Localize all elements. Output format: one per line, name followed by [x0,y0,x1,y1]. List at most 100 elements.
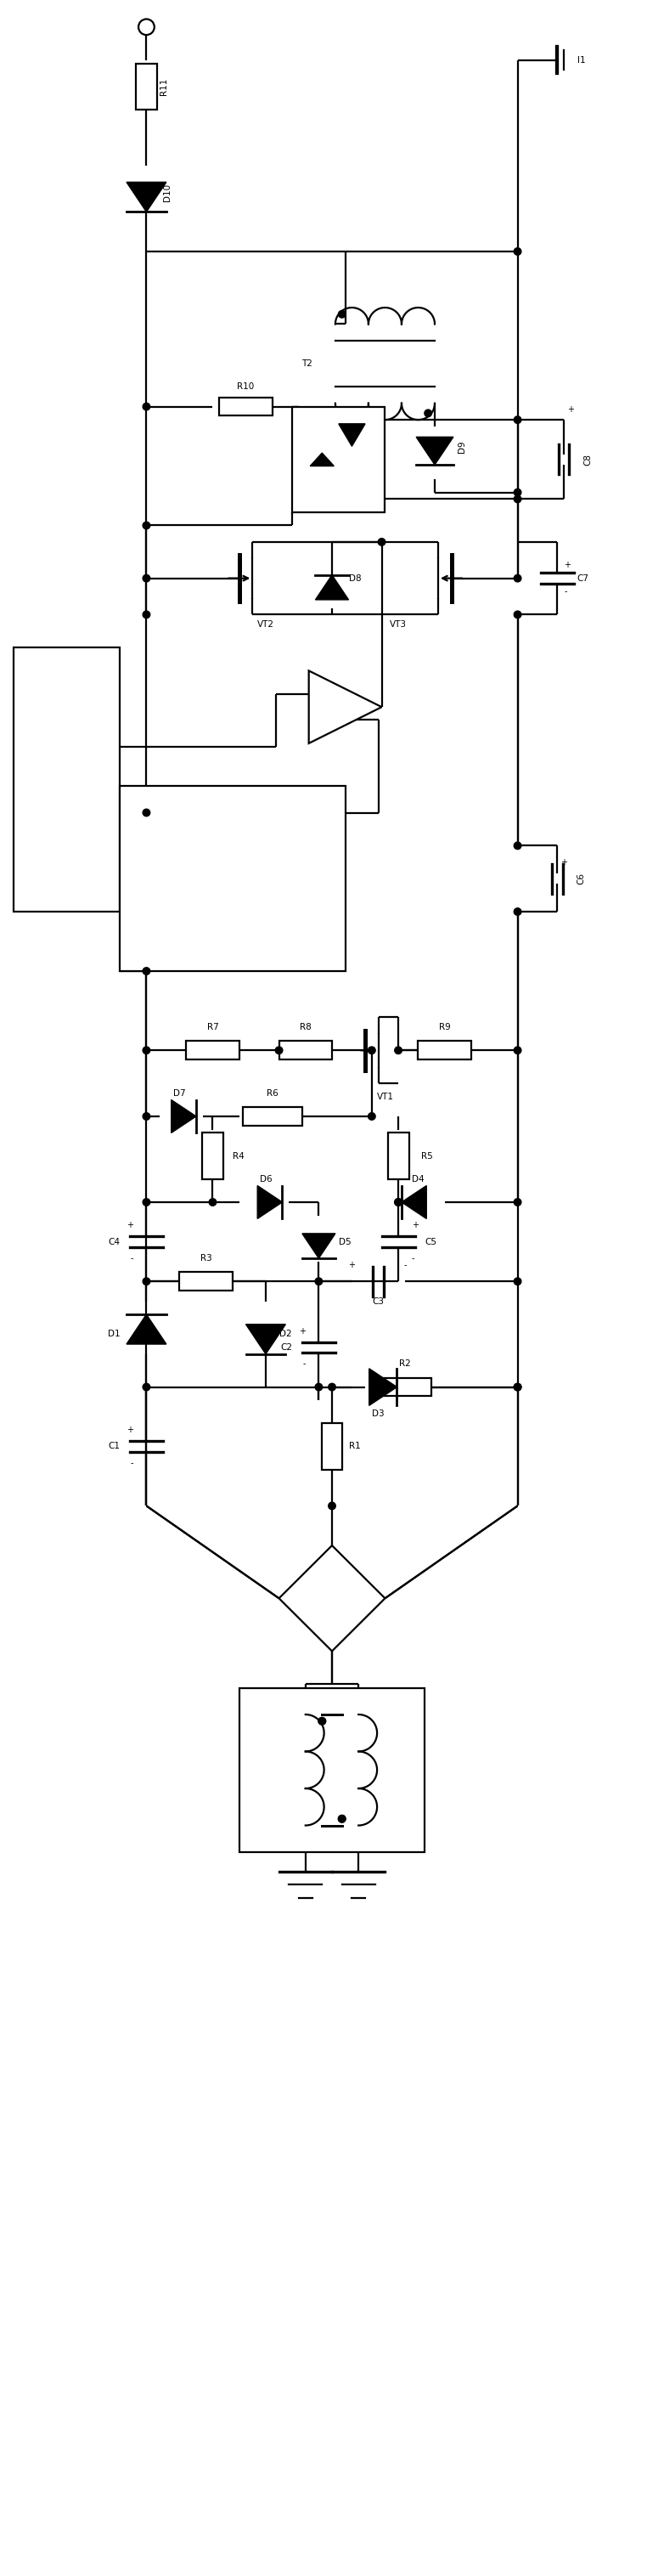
Text: R6: R6 [266,1090,278,1097]
Text: D5: D5 [339,1236,351,1247]
Circle shape [338,1816,345,1821]
Text: +: + [126,1425,133,1435]
Circle shape [143,402,150,410]
Polygon shape [310,453,334,466]
Circle shape [139,18,154,36]
Text: C1: C1 [108,1443,120,1450]
Circle shape [319,1718,326,1726]
Text: T2: T2 [301,361,312,368]
Text: C2: C2 [280,1342,292,1352]
Text: 缓冲保护: 缓冲保护 [62,724,71,744]
Polygon shape [171,1100,196,1133]
Circle shape [514,417,521,422]
Polygon shape [246,1324,286,1355]
Text: +: + [321,690,329,698]
Circle shape [514,495,521,502]
Text: OUT: OUT [246,809,262,817]
Circle shape [514,1278,521,1285]
Circle shape [368,1113,375,1121]
Text: -: - [130,1255,133,1262]
Text: +: + [564,562,571,569]
Text: A: A [302,422,309,430]
Text: C5: C5 [425,1236,437,1247]
Polygon shape [402,1185,426,1218]
Circle shape [514,247,521,255]
Text: D6: D6 [260,1175,272,1182]
Text: TRIG: TRIG [246,848,264,855]
Circle shape [209,1198,216,1206]
Text: -: - [303,1360,305,1368]
Circle shape [276,1046,283,1054]
Text: VT2: VT2 [257,621,274,629]
Polygon shape [127,183,166,211]
Bar [239,1687,425,1852]
Text: D4: D4 [412,1175,424,1182]
Text: VCC: VCC [133,809,149,817]
Text: C8: C8 [584,453,592,466]
Text: -: - [412,1255,414,1262]
Circle shape [378,538,385,546]
Text: D2: D2 [279,1329,291,1340]
Text: D1: D1 [108,1329,120,1340]
Polygon shape [279,1546,385,1651]
Circle shape [143,969,150,974]
Circle shape [143,1113,150,1121]
Text: R9: R9 [439,1023,450,1030]
Circle shape [514,1046,521,1054]
Bar [292,407,385,513]
Bar [186,1041,239,1059]
Text: VT1: VT1 [376,1092,394,1100]
Polygon shape [416,438,454,464]
Text: R5: R5 [422,1151,433,1159]
Text: +: + [126,1221,133,1229]
Circle shape [315,1278,323,1285]
Text: +: + [349,1260,355,1270]
Circle shape [368,1046,375,1054]
Text: +: + [560,858,568,866]
Text: T1: T1 [242,1765,252,1775]
Text: R8: R8 [299,1023,311,1030]
Bar [279,1041,332,1059]
Circle shape [143,574,150,582]
Circle shape [143,1198,150,1206]
Text: U1: U1 [325,1595,339,1602]
Circle shape [143,611,150,618]
Text: R11: R11 [159,77,168,95]
Text: VT3: VT3 [390,621,407,629]
Text: THRE: THRE [133,889,153,896]
Text: D9: D9 [458,440,466,453]
Text: +: + [412,1221,418,1229]
Text: R1: R1 [349,1443,361,1450]
Text: C6: C6 [577,873,586,884]
Text: -: - [130,1458,133,1468]
Circle shape [514,574,521,582]
Polygon shape [339,425,365,446]
Bar [418,1041,471,1059]
Text: DIS: DIS [173,848,186,855]
Text: 电路: 电路 [62,822,71,832]
Bar [219,397,272,415]
Polygon shape [369,1368,397,1406]
Polygon shape [258,1185,282,1218]
Text: +: + [567,404,574,415]
Text: CONT: CONT [246,927,268,935]
Text: C7: C7 [577,574,589,582]
Bar [242,1108,302,1126]
Text: U2: U2 [179,809,190,817]
Polygon shape [127,1314,166,1345]
Text: I1: I1 [577,57,586,64]
Bar [136,64,157,111]
Text: R2: R2 [399,1360,411,1368]
Bar [321,1425,343,1468]
Text: R10: R10 [237,384,254,392]
Circle shape [143,1278,150,1285]
Text: -: - [564,587,567,595]
Text: D3: D3 [373,1409,384,1417]
Bar [179,1273,232,1291]
Polygon shape [302,1234,335,1257]
Circle shape [394,1198,402,1206]
Text: R7: R7 [207,1023,218,1030]
Circle shape [143,523,150,528]
Text: GND: GND [299,927,316,935]
Circle shape [143,1383,150,1391]
